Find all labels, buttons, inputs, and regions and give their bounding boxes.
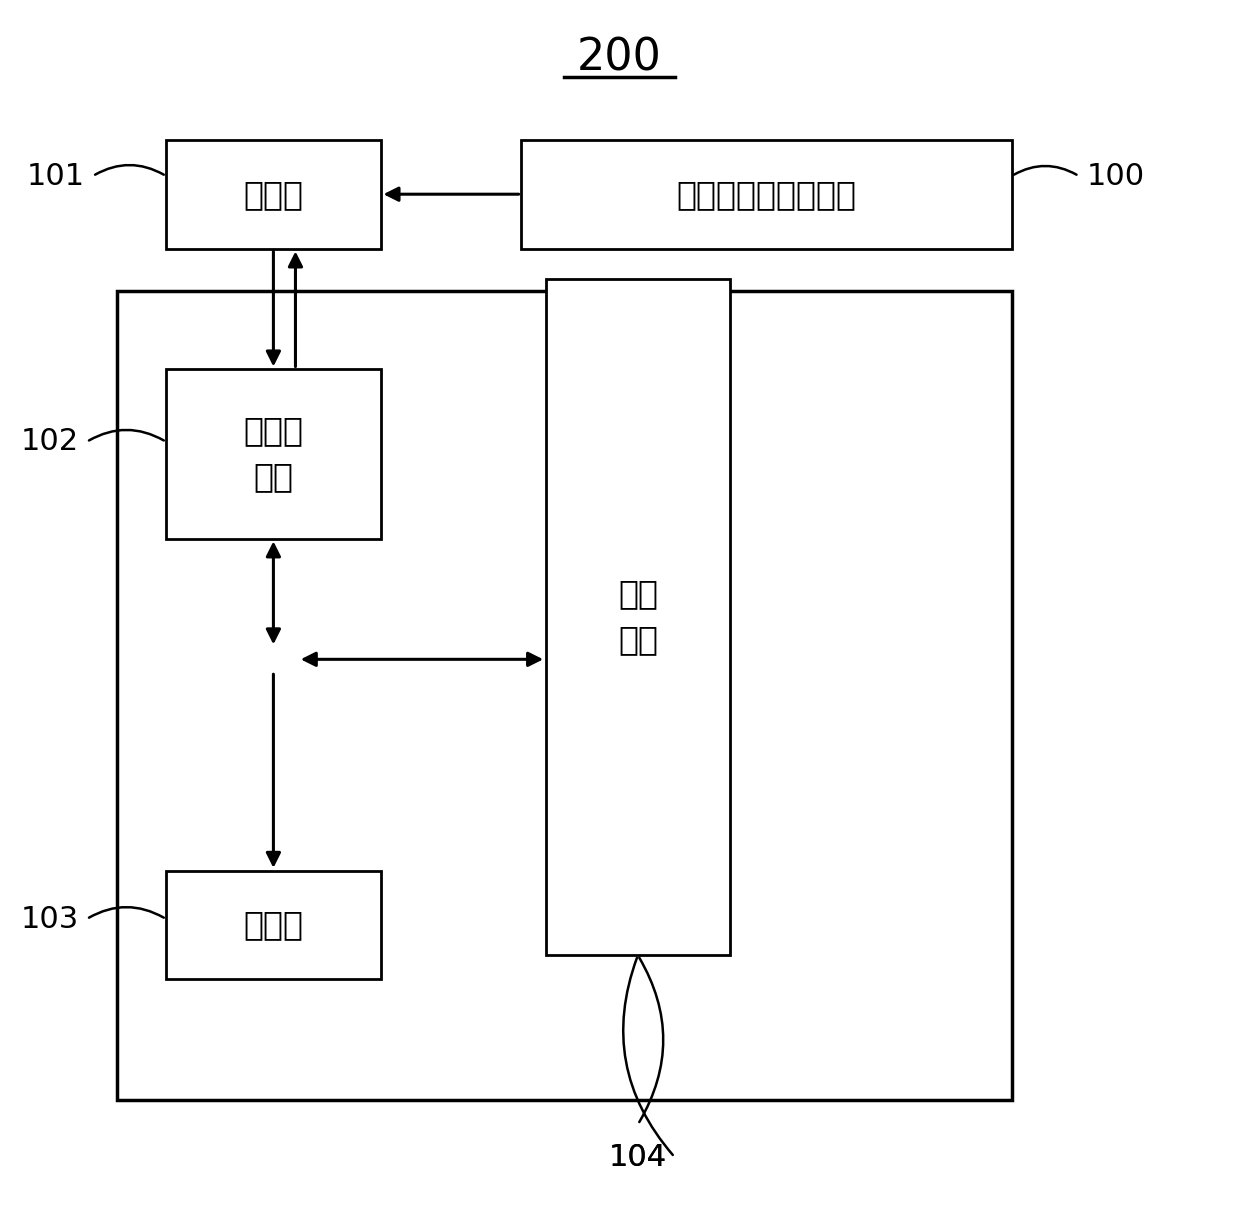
Bar [166,871,380,980]
Bar [166,369,380,539]
Text: 外设
接口: 外设 接口 [618,578,658,656]
Text: 100: 100 [1087,161,1145,191]
Text: 103: 103 [21,904,79,934]
Text: 104: 104 [608,1143,667,1172]
Text: 处理器: 处理器 [243,909,304,942]
Text: 存储控
制器: 存储控 制器 [243,414,304,494]
Text: 101: 101 [27,161,85,191]
Bar [522,139,1011,248]
Text: 200: 200 [577,37,662,79]
Bar [546,279,730,956]
Text: 104: 104 [608,1143,667,1172]
Text: 存储器: 存储器 [243,177,304,210]
Bar [118,291,1011,1100]
Text: 102: 102 [21,428,79,456]
Bar [166,139,380,248]
Text: 磁共振温度成像装置: 磁共振温度成像装置 [676,177,856,210]
